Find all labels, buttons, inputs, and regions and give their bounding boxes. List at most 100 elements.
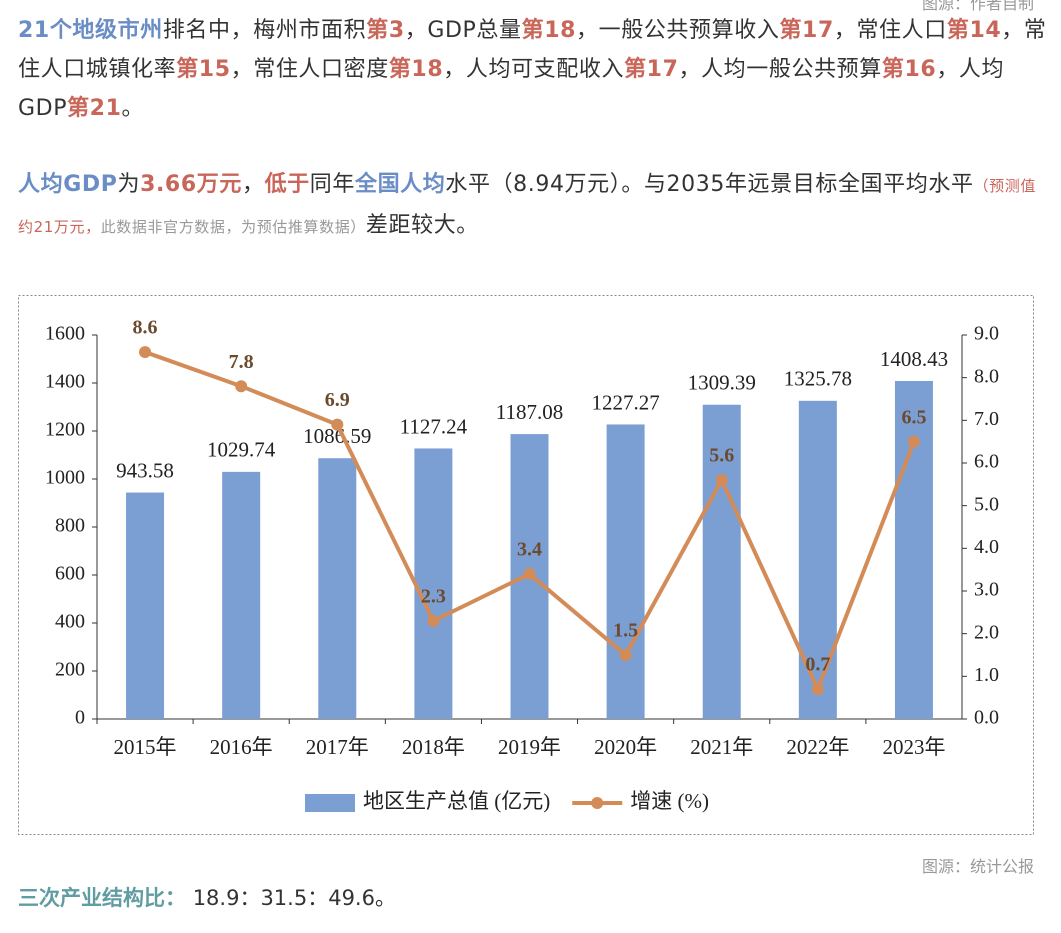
rank: 第18	[388, 57, 444, 82]
x-tick-label: 2020年	[594, 735, 657, 759]
x-tick-label: 2019年	[498, 735, 561, 759]
growth-value-label: 8.6	[133, 317, 158, 339]
structure-ratio: 三次产业结构比： 18.9：31.5：49.6。	[18, 882, 396, 912]
y2-tick-label: 8.0	[974, 365, 999, 387]
y2-tick-label: 7.0	[974, 408, 999, 430]
bar	[606, 424, 645, 719]
highlight: 3.66万元	[140, 172, 242, 197]
bar-value-label: 1227.27	[591, 390, 659, 414]
text: ，	[241, 172, 265, 197]
text: ，人均可支配收入	[443, 57, 625, 82]
y2-tick-label: 1.0	[974, 664, 999, 686]
bar-value-label: 1325.78	[784, 367, 852, 391]
chart-frame	[18, 295, 1034, 835]
paragraph: 人均GDP为3.66万元，低于同年全国人均水平（8.94万元）。与2035年远景…	[18, 165, 1048, 247]
bar	[126, 492, 165, 719]
chart: 0 200 400 600 800 1000 1200 1400 1600 0.0 1.0 2.0 3.…	[18, 295, 1034, 835]
bar-value-label: 1127.24	[400, 414, 468, 438]
x-tick-label: 2022年	[786, 735, 849, 759]
text: ，人均GDP	[18, 57, 1005, 121]
growth-point	[907, 435, 920, 448]
y2-tick-label: 2.0	[974, 621, 999, 643]
highlight: 人均GDP	[18, 172, 118, 197]
growth-point	[331, 418, 344, 431]
paragraph: 21个地级市州排名中，梅州市面积第3，GDP总量第18，一般公共预算收入第17，…	[18, 11, 1048, 128]
value: 18.9：31.5：49.6。	[192, 886, 396, 910]
x-tick-label: 2018年	[402, 735, 465, 759]
growth-point	[427, 614, 440, 627]
growth-point	[715, 474, 728, 487]
rank: 第3	[366, 18, 405, 43]
y-tick-label: 1000	[45, 467, 85, 489]
bar-value-label: 1029.74	[207, 438, 276, 462]
growth-value-label: 1.5	[613, 620, 638, 642]
growth-point	[523, 567, 536, 580]
y2-tick-label: 9.0	[974, 323, 999, 345]
y-tick-label: 200	[55, 659, 85, 681]
legend-swatch	[305, 794, 355, 812]
y2-tick-label: 4.0	[974, 536, 999, 558]
bar	[222, 471, 261, 719]
growth-point	[619, 649, 632, 661]
highlight: 21个地级市州	[18, 18, 163, 43]
text: ，常住人口城镇化率	[18, 18, 1047, 82]
note: （预测值约21万元，	[18, 177, 1036, 236]
growth-point	[811, 683, 824, 696]
growth-value-label: 6.5	[901, 406, 926, 428]
bar-value-label: 943.58	[116, 458, 174, 482]
text: ，常住人口密度	[230, 57, 389, 82]
y2-tick-label: 0.0	[974, 707, 999, 729]
rank: 第17	[779, 18, 834, 43]
growth-point	[235, 380, 248, 393]
y-tick-label: 400	[55, 611, 85, 633]
text: ，GDP总量	[404, 18, 522, 43]
text: 水平（8.94万元）。与2035年远景目标全国平均水平	[445, 172, 974, 197]
chart-source: 图源：统计公报	[921, 857, 1034, 876]
x-tick-label: 2016年	[210, 735, 273, 759]
x-tick-label: 2021年	[690, 735, 753, 759]
y-tick-label: 600	[55, 563, 85, 585]
growth-value-label: 3.4	[517, 539, 542, 561]
y-tick-label: 1200	[45, 419, 85, 441]
text: ，常住人口	[833, 18, 947, 43]
bar-value-label: 1408.43	[880, 347, 948, 371]
rank: 第18	[521, 18, 577, 43]
label: 三次产业结构比：	[18, 886, 186, 910]
rank: 第16	[881, 57, 937, 82]
legend-marker	[591, 797, 604, 809]
text: 为	[117, 172, 141, 197]
growth-value-label: 0.7	[805, 654, 830, 676]
bar	[414, 448, 453, 719]
x-tick-label: 2015年	[114, 735, 177, 759]
text: ，人均一般公共预算	[678, 57, 882, 82]
rank: 第15	[176, 57, 231, 82]
bar-value-label: 1187.08	[496, 400, 563, 424]
text: ，一般公共预算收入	[576, 18, 780, 43]
highlight: 全国人均	[354, 172, 446, 197]
bar	[702, 404, 741, 719]
legend-label: 地区生产总值 (亿元)	[363, 789, 550, 813]
bar	[894, 380, 933, 719]
y-tick-label: 1600	[45, 323, 85, 345]
legend-label: 增速 (%)	[630, 789, 709, 813]
growth-point	[139, 346, 152, 359]
text: 排名中，梅州市面积	[162, 18, 367, 43]
rank: 第14	[946, 18, 1002, 43]
growth-value-label: 2.3	[421, 585, 446, 607]
y2-tick-label: 6.0	[974, 451, 999, 473]
highlight: 低于	[264, 172, 310, 197]
y2-tick-label: 3.0	[974, 579, 999, 601]
growth-value-label: 7.8	[229, 351, 254, 373]
rank: 第21	[67, 96, 122, 121]
bar	[318, 458, 357, 719]
growth-value-label: 6.9	[325, 389, 350, 411]
text: 同年	[309, 172, 355, 197]
y-tick-label: 1400	[45, 371, 85, 393]
text: 差距较大。	[365, 213, 479, 238]
rank: 第17	[624, 57, 679, 82]
text: 。	[121, 96, 145, 121]
growth-value-label: 5.6	[709, 445, 734, 467]
note: 此数据非官方数据，为预估推算数据）	[100, 218, 366, 236]
x-tick-label: 2017年	[306, 735, 369, 759]
